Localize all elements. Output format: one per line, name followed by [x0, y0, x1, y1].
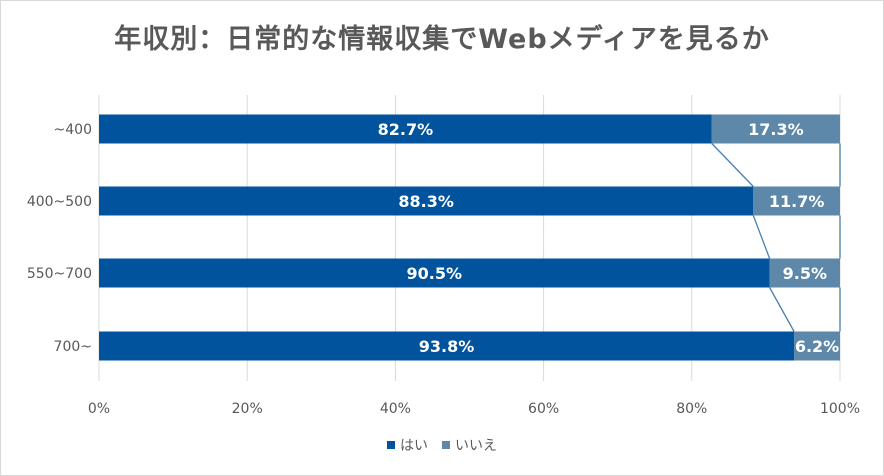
- bar-yes: [99, 186, 754, 216]
- data-label: 93.8%: [419, 337, 475, 356]
- bar-no: [769, 258, 840, 288]
- series-line: [752, 215, 771, 259]
- legend-swatch-no: [442, 441, 450, 449]
- data-label: 88.3%: [398, 192, 454, 211]
- data-label: 6.2%: [795, 337, 839, 356]
- legend-item-yes: はい: [387, 435, 428, 455]
- x-tick-label: 80%: [676, 401, 707, 417]
- bar-yes: [99, 258, 770, 288]
- chart-title: 年収別：日常的な情報収集でWebメディアを見るか: [114, 24, 770, 55]
- data-label: 11.7%: [769, 192, 825, 211]
- bar-no: [711, 114, 840, 144]
- category-label: 550~700: [27, 266, 92, 282]
- x-tick-label: 100%: [820, 401, 860, 417]
- data-label: 9.5%: [783, 264, 827, 283]
- bar-yes: [99, 114, 712, 144]
- data-label: 17.3%: [748, 120, 804, 139]
- legend-label-yes: はい: [400, 438, 428, 454]
- series-line: [769, 287, 795, 332]
- bar-chart-plot: 0% 20% 40% 60% 80% 100% 82.7% 17.3% ~400 88.3% 11.…: [27, 95, 860, 417]
- category-label: 700~: [54, 339, 92, 355]
- legend-item-no: いいえ: [442, 435, 497, 455]
- data-label: 90.5%: [407, 264, 463, 283]
- bar-no: [794, 331, 840, 361]
- bar-no: [753, 186, 840, 216]
- legend-label-no: いいえ: [455, 438, 497, 454]
- data-label: 82.7%: [378, 120, 434, 139]
- x-tick-label: 0%: [88, 401, 110, 417]
- category-label: ~400: [54, 122, 92, 138]
- legend-swatch-yes: [387, 441, 395, 449]
- series-line: [711, 143, 754, 187]
- x-tick-label: 40%: [380, 401, 411, 417]
- chart-legend: はい いいえ: [1, 435, 883, 455]
- x-tick-label: 60%: [528, 401, 559, 417]
- x-tick-label: 20%: [232, 401, 263, 417]
- category-label: 400~500: [27, 194, 92, 210]
- bar-yes: [99, 331, 795, 361]
